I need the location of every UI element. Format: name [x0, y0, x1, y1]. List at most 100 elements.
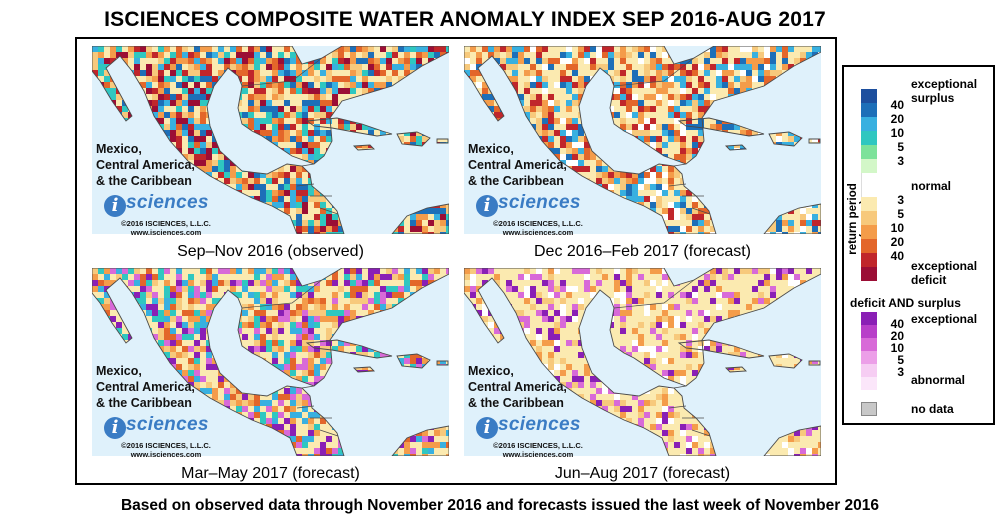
legend-deficit-label: exceptional deficit	[911, 259, 977, 287]
logo-wordmark: sciences	[126, 414, 209, 435]
map-image	[464, 268, 821, 456]
both-swatch	[861, 338, 877, 351]
both-swatch	[861, 351, 877, 364]
page-title: ISCIENCES COMPOSITE WATER ANOMALY INDEX …	[104, 8, 826, 31]
surplus-swatch	[861, 103, 877, 117]
footer-note: Based on observed data through November …	[120, 497, 880, 514]
both-tick: 40	[890, 317, 904, 331]
copyright-note: ©2016 ISCIENCES, L.L.C. www.isciences.com	[468, 219, 608, 237]
isciences-logo: i sciences	[476, 192, 616, 218]
copyright-text: ©2016 ISCIENCES, L.L.C.	[493, 441, 583, 450]
copyright-text: ©2016 ISCIENCES, L.L.C.	[121, 219, 211, 228]
deficit-tick: 40	[890, 249, 904, 263]
map-svg	[464, 268, 821, 456]
deficit-swatch	[861, 225, 877, 239]
isciences-logo: i sciences	[476, 414, 616, 440]
copyright-note: ©2016 ISCIENCES, L.L.C. www.isciences.com	[96, 441, 236, 459]
region-label: Mexico, Central America, & the Caribbean	[96, 141, 195, 189]
copyright-text: ©2016 ISCIENCES, L.L.C.	[493, 219, 583, 228]
deficit-swatch	[861, 267, 877, 281]
panel-caption: Mar–May 2017 (forecast)	[181, 465, 360, 482]
region-line: Central America,	[96, 380, 195, 394]
region-line: Mexico,	[468, 142, 514, 156]
deficit-swatch	[861, 253, 877, 267]
map-image	[464, 46, 821, 234]
legend-surplus-line2: surplus	[911, 91, 955, 105]
legend-surplus-line1: exceptional	[911, 77, 978, 91]
legend-both-bottom: abnormal	[911, 373, 966, 387]
legend-both-header: deficit AND surplus	[850, 296, 961, 310]
logo-i-icon: i	[476, 417, 498, 439]
deficit-swatch	[861, 211, 877, 225]
both-tick: 5	[897, 353, 904, 367]
surplus-swatch	[861, 89, 877, 103]
surplus-swatch	[861, 159, 877, 173]
deficit-swatch	[861, 197, 877, 211]
surplus-swatch	[861, 131, 877, 145]
surplus-tick: 20	[890, 112, 904, 126]
region-label: Mexico, Central America, & the Caribbean	[468, 363, 567, 411]
logo-i-icon: i	[104, 417, 126, 439]
copyright-note: ©2016 ISCIENCES, L.L.C. www.isciences.com	[96, 219, 236, 237]
legend-deficit-line2: deficit	[911, 273, 947, 287]
both-swatch	[861, 325, 877, 338]
region-line: Mexico,	[96, 364, 142, 378]
panel-dec-feb-2017: Mexico, Central America, & the Caribbean i s…	[464, 46, 821, 276]
surplus-swatch	[861, 145, 877, 159]
isciences-logo: i sciences	[104, 192, 244, 218]
region-line: Mexico,	[96, 142, 142, 156]
map-svg	[92, 46, 449, 234]
surplus-tick: 3	[897, 154, 904, 168]
both-tick: 10	[890, 341, 904, 355]
website-text: www.isciences.com	[130, 228, 202, 237]
deficit-tick: 3	[897, 193, 904, 207]
panel-caption: Jun–Aug 2017 (forecast)	[554, 465, 731, 482]
logo-i-icon: i	[104, 195, 126, 217]
panel-caption: Dec 2016–Feb 2017 (forecast)	[533, 243, 751, 260]
region-line: & the Caribbean	[468, 174, 564, 188]
copyright-note: ©2016 ISCIENCES, L.L.C. www.isciences.com	[468, 441, 608, 459]
both-swatch	[861, 312, 877, 325]
logo-i-icon: i	[476, 195, 498, 217]
panel-sep-nov-2016: Mexico, Central America, & the Caribbean i s…	[92, 46, 449, 276]
surplus-tick: 40	[890, 98, 904, 112]
region-line: Central America,	[96, 158, 195, 172]
region-line: & the Caribbean	[96, 396, 192, 410]
panel-jun-aug-2017: Mexico, Central America, & the Caribbean i s…	[464, 268, 821, 498]
region-line: & the Caribbean	[96, 174, 192, 188]
website-text: www.isciences.com	[130, 450, 202, 459]
legend-no-data-swatch	[861, 402, 877, 416]
region-label: Mexico, Central America, & the Caribbean	[468, 141, 567, 189]
website-text: www.isciences.com	[502, 450, 574, 459]
panel-caption: Sep–Nov 2016 (observed)	[177, 243, 364, 260]
map-image	[92, 268, 449, 456]
maps-frame: Mexico, Central America, & the Caribbean i s…	[75, 37, 837, 485]
deficit-tick: 10	[890, 221, 904, 235]
legend-surplus-label: exceptional surplus	[911, 77, 977, 105]
surplus-tick: 5	[897, 140, 904, 154]
region-line: Central America,	[468, 380, 567, 394]
surplus-tick: 10	[890, 126, 904, 140]
panel-mar-may-2017: Mexico, Central America, & the Caribbean i s…	[92, 268, 449, 498]
map-svg	[92, 268, 449, 456]
deficit-swatch	[861, 239, 877, 253]
normal-swatch	[861, 173, 878, 197]
region-line: Mexico,	[468, 364, 514, 378]
website-text: www.isciences.com	[502, 228, 574, 237]
region-label: Mexico, Central America, & the Caribbean	[96, 363, 195, 411]
legend-no-data-label: no data	[911, 402, 954, 416]
logo-wordmark: sciences	[126, 192, 209, 213]
deficit-tick: 20	[890, 235, 904, 249]
both-swatch	[861, 364, 877, 377]
map-image	[92, 46, 449, 234]
copyright-text: ©2016 ISCIENCES, L.L.C.	[121, 441, 211, 450]
isciences-logo: i sciences	[104, 414, 244, 440]
legend-both-top: exceptional	[911, 312, 978, 326]
region-line: & the Caribbean	[468, 396, 564, 410]
both-swatch	[861, 377, 877, 390]
logo-wordmark: sciences	[498, 192, 581, 213]
both-tick: 3	[897, 365, 904, 379]
legend-deficit-line1: exceptional	[911, 259, 978, 273]
both-tick: 20	[890, 329, 904, 343]
region-line: Central America,	[468, 158, 567, 172]
